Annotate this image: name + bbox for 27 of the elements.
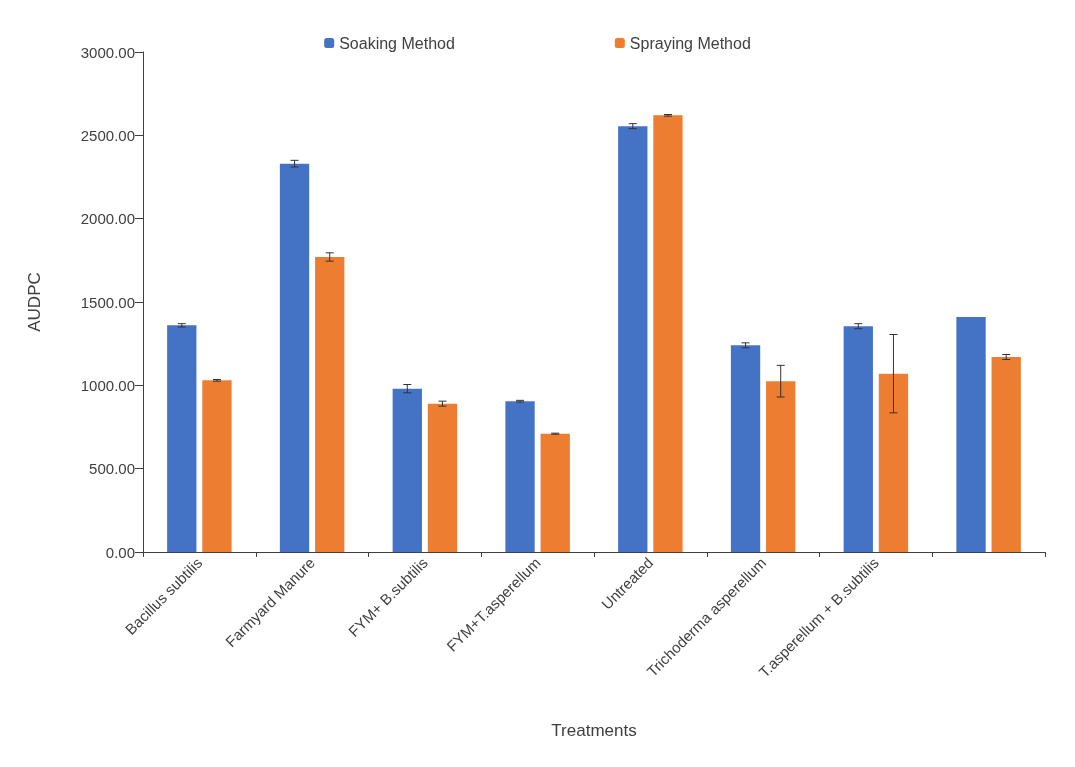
bar: [843, 326, 873, 552]
bar: [730, 345, 761, 552]
bar: [991, 357, 1021, 552]
bar: [653, 115, 683, 552]
y-tick-label: 2000.00: [80, 210, 135, 228]
y-tick-label: 1000.00: [80, 376, 135, 394]
bar: [618, 126, 648, 552]
bar: [878, 373, 909, 552]
y-tick-label: 3000.00: [80, 43, 135, 61]
y-tick-label: 2500.00: [80, 126, 135, 144]
legend-label: Soaking Method: [339, 34, 455, 52]
y-tick-label: 500.00: [89, 460, 135, 478]
bar: [505, 401, 535, 552]
bar: [956, 317, 986, 552]
bar: [202, 380, 232, 552]
bar: [279, 163, 310, 552]
bar: [540, 433, 570, 552]
bar: [392, 388, 422, 552]
bar: [427, 403, 458, 552]
legend-label: Spraying Method: [629, 34, 751, 52]
x-axis-title: Treatments: [551, 721, 637, 740]
bar: [167, 325, 197, 552]
y-axis-title: AUDPC: [25, 272, 44, 332]
bar: [315, 257, 345, 552]
y-tick-label: 1500.00: [80, 293, 135, 311]
bar: [766, 381, 796, 552]
y-tick-label: 0.00: [105, 543, 135, 561]
